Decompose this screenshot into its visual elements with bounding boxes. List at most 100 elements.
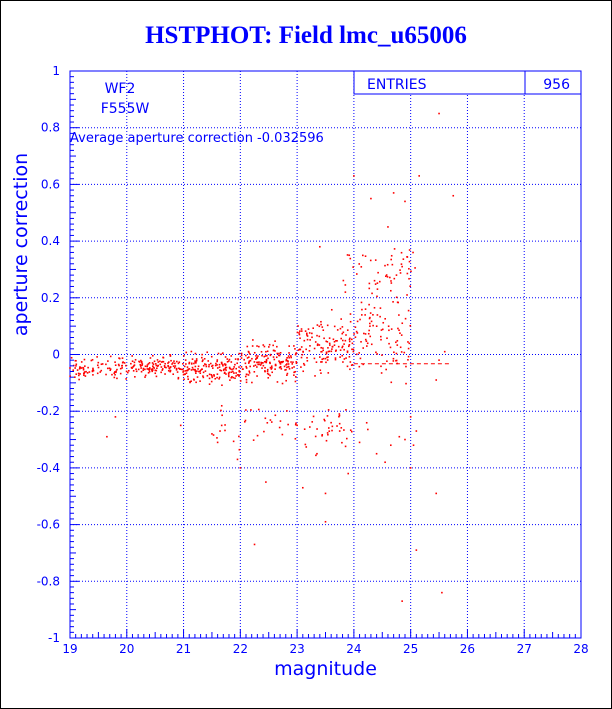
data-point	[369, 325, 371, 328]
data-point	[92, 368, 94, 371]
data-point	[290, 355, 292, 357]
data-point	[265, 361, 268, 364]
data-point	[146, 364, 149, 366]
data-point	[220, 424, 223, 427]
data-point	[96, 372, 99, 375]
data-point	[82, 368, 85, 371]
data-point	[324, 520, 327, 523]
data-point	[325, 361, 327, 364]
data-point	[380, 338, 382, 341]
data-point	[190, 350, 193, 353]
data-point	[194, 370, 197, 373]
data-point	[286, 374, 288, 376]
data-point	[253, 543, 256, 546]
data-point	[408, 260, 411, 263]
x-tick-label: 27	[517, 642, 532, 656]
data-point	[443, 350, 446, 353]
data-point	[238, 370, 240, 373]
data-point	[157, 364, 159, 367]
data-point	[113, 376, 116, 379]
data-point	[303, 428, 306, 430]
data-point	[245, 367, 248, 369]
data-point	[414, 267, 416, 269]
data-point	[195, 381, 197, 384]
data-point	[192, 378, 195, 381]
data-point	[220, 353, 222, 356]
data-point	[274, 368, 276, 370]
data-point	[384, 461, 386, 464]
data-point	[148, 367, 151, 369]
data-point	[243, 358, 245, 361]
data-point	[183, 378, 185, 381]
data-point	[341, 345, 344, 348]
data-point	[404, 317, 407, 320]
data-point	[230, 371, 233, 374]
data-point	[435, 492, 438, 495]
data-point	[325, 439, 328, 442]
data-point	[353, 175, 355, 177]
data-point	[367, 428, 369, 431]
data-point	[164, 373, 166, 375]
data-point	[267, 373, 270, 376]
data-point	[221, 414, 223, 417]
data-point	[260, 350, 263, 353]
data-point	[199, 372, 202, 374]
data-point	[117, 363, 120, 366]
data-point	[281, 361, 283, 364]
data-point	[273, 358, 276, 361]
data-point	[116, 377, 118, 380]
data-point	[275, 356, 278, 359]
data-point	[75, 363, 78, 366]
data-point	[389, 444, 392, 447]
data-point	[150, 369, 153, 371]
data-point	[284, 369, 286, 371]
data-point	[268, 343, 271, 346]
data-point	[346, 365, 349, 368]
data-point	[341, 346, 343, 349]
data-point	[253, 351, 256, 354]
data-point	[282, 360, 285, 363]
data-point	[316, 343, 319, 345]
data-point	[279, 361, 282, 363]
data-point	[204, 363, 206, 365]
data-point	[300, 330, 303, 332]
data-point	[348, 355, 351, 358]
data-point	[97, 366, 100, 369]
data-point	[408, 267, 410, 270]
data-point	[178, 367, 180, 370]
data-point	[157, 361, 160, 363]
data-point	[151, 362, 154, 364]
data-point	[272, 349, 275, 352]
data-point	[84, 375, 87, 377]
data-point	[176, 371, 179, 373]
data-point	[306, 334, 308, 336]
data-point	[205, 365, 208, 368]
data-point	[306, 335, 309, 337]
data-point	[245, 409, 247, 411]
data-point	[324, 492, 327, 495]
data-point	[195, 372, 197, 375]
data-point	[369, 335, 372, 338]
data-point	[130, 362, 132, 365]
data-point	[86, 372, 89, 374]
data-point	[309, 345, 311, 347]
grid-lines	[70, 71, 581, 638]
data-point	[224, 368, 226, 370]
data-point	[140, 370, 143, 373]
data-point	[231, 376, 233, 378]
data-point	[182, 373, 185, 376]
data-point	[388, 342, 390, 345]
data-point	[172, 365, 175, 367]
data-point	[191, 358, 194, 360]
data-point	[224, 424, 226, 426]
data-point	[228, 358, 231, 361]
data-point	[265, 481, 267, 483]
data-point	[133, 361, 136, 364]
data-point	[209, 362, 212, 365]
data-point	[371, 292, 373, 295]
data-point	[152, 369, 154, 371]
data-point	[152, 365, 154, 367]
data-point	[306, 359, 309, 362]
data-point	[279, 365, 282, 368]
data-point	[264, 355, 267, 357]
